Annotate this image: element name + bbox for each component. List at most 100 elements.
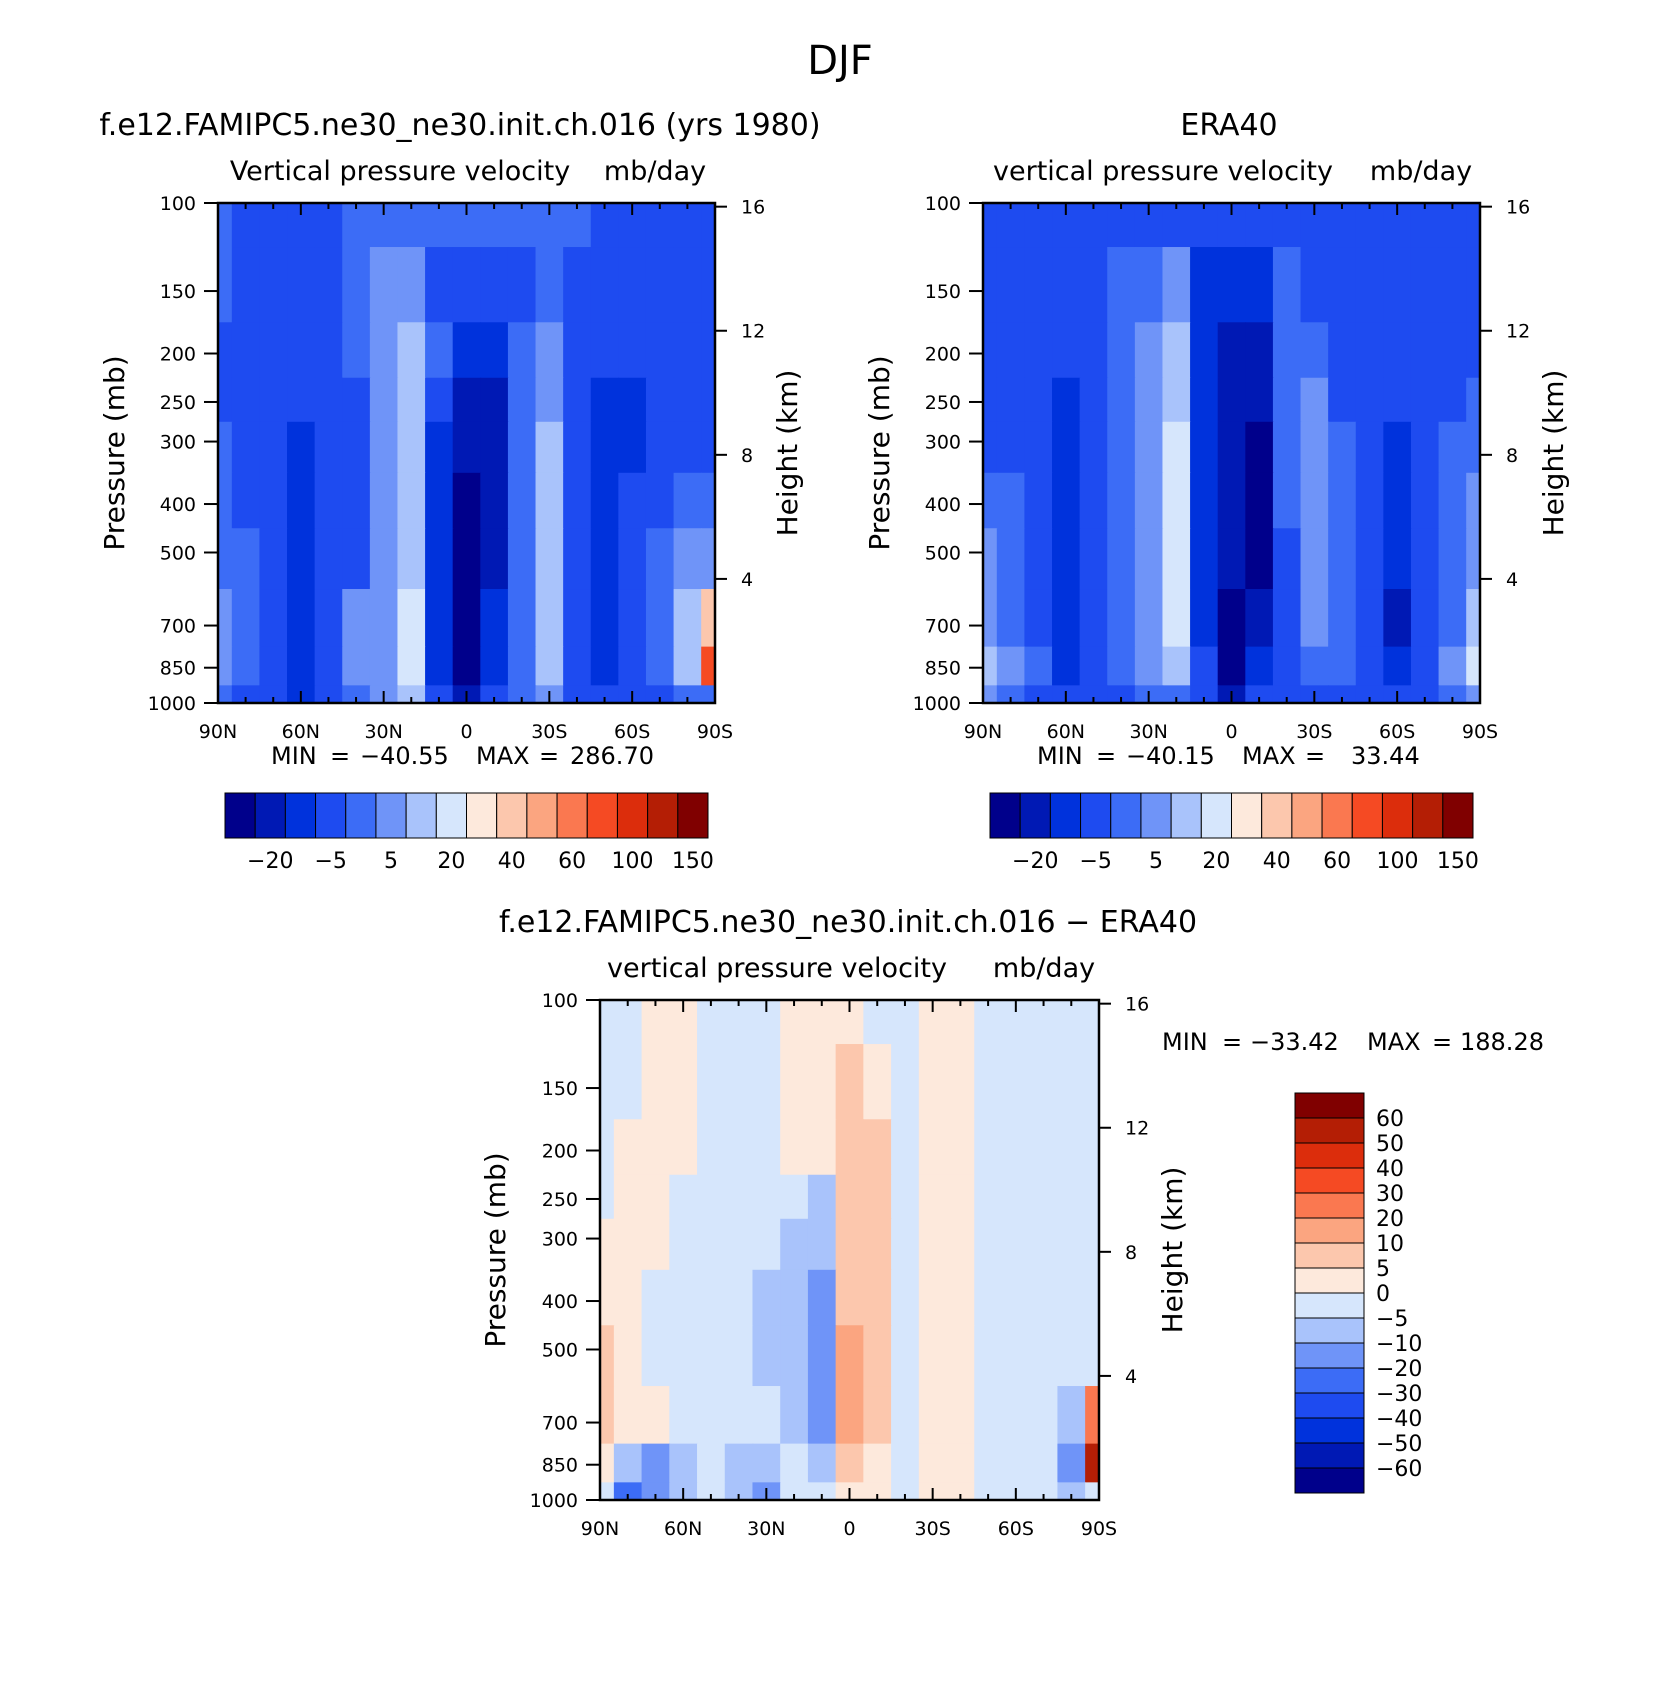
field-cell [780, 1119, 809, 1176]
field-cell [1466, 377, 1481, 423]
field-cell [480, 646, 509, 687]
field-cell [724, 1269, 754, 1327]
field-cell [780, 1044, 809, 1121]
field-cell [641, 1000, 671, 1045]
y-tick-label: 200 [925, 344, 961, 366]
panel-diff-right-axis-label: Height (km) [1156, 1167, 1189, 1334]
y-tick-label: 1000 [530, 1490, 578, 1512]
field-cell [918, 1443, 948, 1484]
field-cell [535, 322, 564, 379]
field-cell [1217, 247, 1247, 324]
y-tick-label: 700 [160, 616, 196, 638]
field-cell [425, 421, 454, 474]
field-cell [669, 1119, 698, 1176]
field-cell [918, 1119, 948, 1176]
field-cell [1383, 377, 1412, 423]
y-tick-label: 850 [542, 1455, 578, 1477]
colorbar-swatch [1294, 1317, 1365, 1344]
field-cell [1085, 1044, 1100, 1121]
field-cell [996, 421, 1026, 474]
field-cell [863, 1443, 892, 1484]
field-cell [1217, 421, 1247, 474]
field-cell [563, 247, 592, 324]
field-cell [1383, 472, 1412, 530]
field-cell [807, 1218, 837, 1271]
field-cell [641, 1443, 671, 1484]
field-cell [1300, 646, 1329, 687]
field-cell [1190, 377, 1219, 423]
colorbar-swatch [1412, 792, 1444, 839]
x-tick-label: 90N [581, 1518, 619, 1540]
field-cell [259, 472, 288, 530]
colorbar-swatch [1294, 1467, 1365, 1494]
field-cell [563, 203, 592, 248]
colorbar-swatch [1442, 792, 1474, 839]
field-cell [452, 247, 482, 324]
field-cell [863, 1325, 892, 1387]
field-cell [983, 472, 998, 530]
field-cell [1410, 589, 1440, 648]
field-cell [697, 1119, 726, 1176]
colorbar-swatch [1294, 1292, 1365, 1319]
colorbar-label: 20 [1202, 849, 1230, 874]
panel-era40-min-label: MIN [1037, 742, 1083, 770]
field-cell [1272, 589, 1302, 648]
field-cell [835, 1325, 865, 1387]
field-cell [613, 1119, 643, 1176]
colorbar-swatch [1294, 1442, 1365, 1469]
field-cell [259, 203, 288, 248]
field-cell [1079, 589, 1109, 648]
field-cell [807, 1119, 837, 1176]
field-cell [673, 203, 702, 248]
field-cell [701, 589, 716, 648]
field-cell [259, 247, 288, 324]
field-cell [724, 1386, 754, 1445]
field-cell [645, 247, 675, 324]
field-cell [863, 1000, 892, 1045]
panel-diff-min-value: −33.42 [1250, 1028, 1339, 1056]
field-cell [590, 589, 620, 648]
field-cell [452, 589, 482, 648]
panel-era40-min-eq: = [1096, 742, 1116, 770]
field-cell [563, 472, 592, 530]
field-cell [645, 322, 675, 379]
field-cell [1410, 203, 1440, 248]
field-cell [1134, 472, 1164, 530]
x-tick-label: 0 [843, 1518, 855, 1540]
colorbar-label: 5 [384, 849, 398, 874]
field-cell [535, 472, 564, 530]
x-tick-label: 90S [1462, 721, 1498, 743]
field-cell [1245, 685, 1274, 704]
field-cell [1438, 472, 1467, 530]
panel-era40-subtitle: vertical pressure velocity [993, 156, 1333, 187]
field-cell [1057, 1174, 1086, 1220]
field-cell [891, 1119, 920, 1176]
panel-era40-plot-area: 90N 60N 30N 0 30S 60S 90S 100 150 200 250 300 400 500… [913, 193, 1531, 743]
colorbar-label: −40 [1376, 1407, 1422, 1432]
x-tick-label: 60N [1047, 721, 1085, 743]
field-cell [218, 203, 233, 248]
field-cell [342, 646, 371, 687]
field-cell [314, 472, 344, 530]
field-cell [1328, 203, 1357, 248]
field-cell [452, 528, 482, 590]
field-cell [507, 322, 537, 379]
y-tick-label: 250 [160, 392, 196, 414]
colorbar-swatch [1140, 792, 1172, 839]
colorbar-swatch [1049, 792, 1082, 839]
panel-diff-min-label: MIN [1162, 1028, 1208, 1056]
field-cell [752, 1218, 781, 1271]
field-cell [452, 421, 482, 474]
field-cell [946, 1000, 976, 1045]
field-cell [645, 377, 675, 423]
y-tick-label: 300 [925, 432, 961, 454]
colorbar-swatch [1321, 792, 1353, 839]
field-cell [673, 685, 702, 704]
field-cell [1162, 472, 1191, 530]
field-cell [1085, 1482, 1100, 1501]
height-tick-label: 8 [1125, 1242, 1137, 1264]
field-cell [1383, 589, 1412, 648]
field-cell [342, 589, 371, 648]
field-cell [480, 322, 509, 379]
field-cell [946, 1119, 976, 1176]
